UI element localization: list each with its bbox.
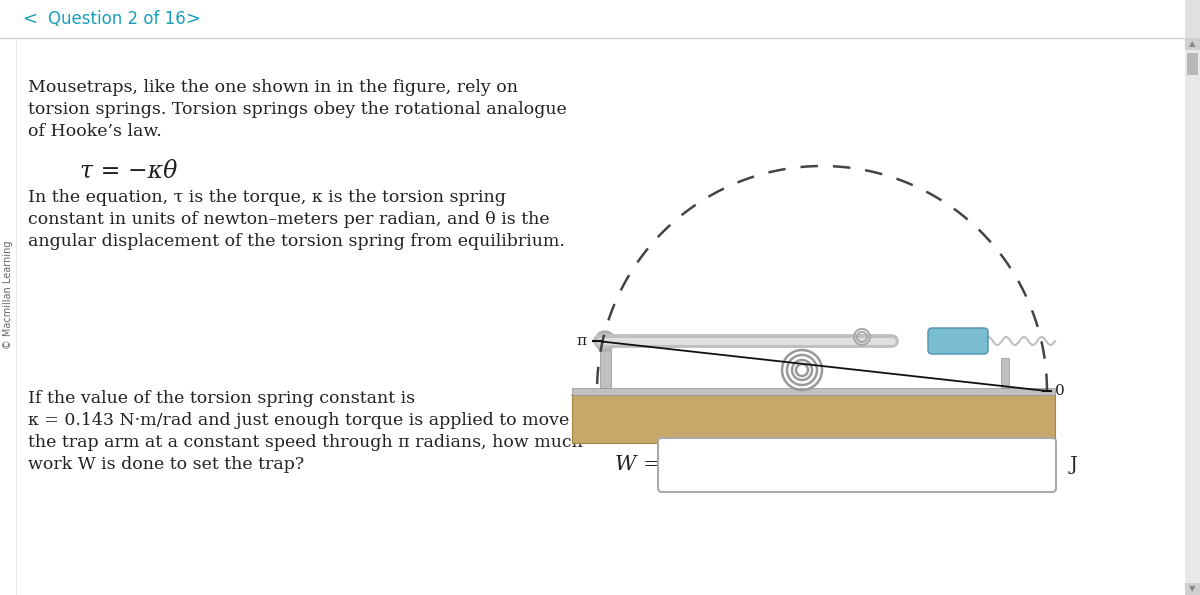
Bar — [600, 350, 611, 388]
Text: ▼: ▼ — [1189, 584, 1195, 593]
Bar — [572, 388, 1055, 395]
Text: Mousetraps, like the one shown in in the figure, rely on: Mousetraps, like the one shown in in the… — [28, 79, 518, 96]
Text: 0: 0 — [1055, 384, 1064, 398]
Text: work W is done to set the trap?: work W is done to set the trap? — [28, 456, 304, 473]
Text: © Macmillan Learning: © Macmillan Learning — [2, 241, 13, 349]
Text: >: > — [185, 10, 200, 28]
Text: π: π — [577, 334, 587, 348]
Text: <: < — [22, 10, 37, 28]
Text: of Hooke’s law.: of Hooke’s law. — [28, 123, 162, 140]
Text: τ = −κθ: τ = −κθ — [80, 159, 178, 182]
Bar — [0, 0, 1186, 38]
Text: constant in units of newton–meters per radian, and θ is the: constant in units of newton–meters per r… — [28, 211, 550, 228]
Text: angular displacement of the torsion spring from equilibrium.: angular displacement of the torsion spri… — [28, 233, 565, 250]
Text: ▲: ▲ — [1189, 39, 1195, 49]
Bar — [1186, 0, 1200, 595]
Text: In the equation, τ is the torque, κ is the torsion spring: In the equation, τ is the torque, κ is t… — [28, 189, 506, 206]
FancyBboxPatch shape — [658, 438, 1056, 492]
Bar — [1187, 53, 1198, 75]
Text: Question 2 of 16: Question 2 of 16 — [48, 10, 186, 28]
Bar — [1186, 583, 1200, 595]
Bar — [1186, 38, 1200, 50]
Text: torsion springs. Torsion springs obey the rotational analogue: torsion springs. Torsion springs obey th… — [28, 101, 566, 118]
Text: κ = 0.143 N·m/rad and just enough torque is applied to move: κ = 0.143 N·m/rad and just enough torque… — [28, 412, 569, 429]
Text: the trap arm at a constant speed through π radians, how much: the trap arm at a constant speed through… — [28, 434, 583, 451]
Bar — [1001, 358, 1009, 388]
Bar — [572, 395, 1055, 443]
Text: If the value of the torsion spring constant is: If the value of the torsion spring const… — [28, 390, 415, 407]
Text: J: J — [1070, 456, 1078, 474]
FancyBboxPatch shape — [928, 328, 988, 354]
Text: W =: W = — [616, 456, 661, 474]
Bar — [1186, 38, 1200, 595]
